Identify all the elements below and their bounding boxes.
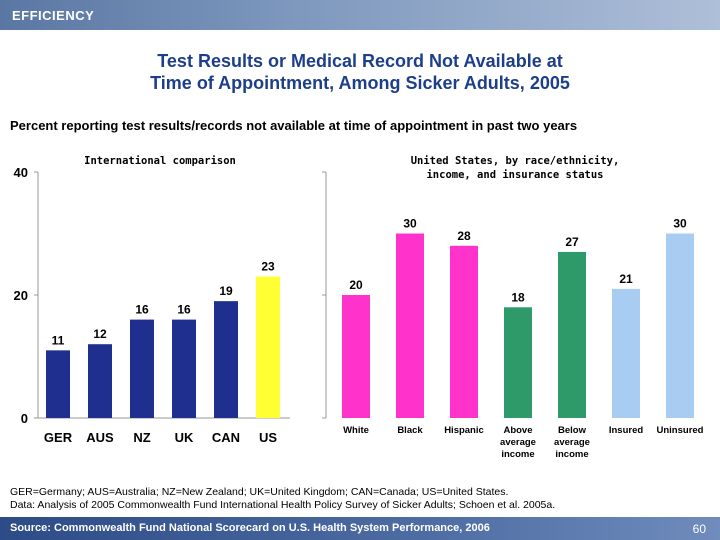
panel2-category-label: Hispanic [444,425,484,436]
panel2-value-label: 30 [673,217,687,231]
panel1-bar [172,319,196,418]
panel1-y-tick-label: 0 [21,411,28,426]
panel2-bar [396,233,424,418]
footer-bar: Source: Commonwealth Fund National Score… [0,517,720,540]
panel1-category-label: GER [44,430,73,445]
page-title-line-1: Test Results or Medical Record Not Avail… [157,51,563,71]
panel2-value-label: 27 [565,235,579,249]
panel2-bar [342,295,370,418]
panel2-value-label: 21 [619,272,633,286]
panel2-value-label: 18 [511,290,525,304]
panel2-bar [450,245,478,418]
panel1-category-label: NZ [133,430,150,445]
panel2-value-label: 20 [349,278,363,292]
panel1-value-label: 16 [135,303,149,317]
panel2-category-label: average [554,437,590,448]
panel1-value-label: 19 [219,284,233,298]
panel1-category-label: US [259,430,277,445]
chart-subtitle: Percent reporting test results/records n… [10,118,578,133]
panel1-value-label: 11 [52,333,65,347]
panel1-category-label: AUS [86,430,114,445]
page-title-line-2: Time of Appointment, Among Sicker Adults… [150,73,570,93]
panel2-category-label: Insured [609,425,644,436]
panel1-bar [88,344,112,418]
panel2-category-label: Below [558,425,587,436]
panel2-value-label: 30 [403,217,417,231]
panel2-category-label: average [500,437,536,448]
panel1-value-label: 16 [177,303,191,317]
panel1-title: International comparison [84,155,236,167]
footer-source: Source: Commonwealth Fund National Score… [10,522,490,534]
panel2-title-line-1: United States, by race/ethnicity, [410,155,620,167]
page-title: Test Results or Medical Record Not Avail… [0,50,720,94]
panel1-bar [130,319,154,418]
panel2-bar [558,251,586,418]
footnotes: GER=Germany; AUS=Australia; NZ=New Zeala… [10,486,555,512]
footnote-abbreviations: GER=Germany; AUS=Australia; NZ=New Zeala… [10,486,509,498]
panel1-category-label: UK [175,430,194,445]
panel2-value-label: 28 [457,229,471,243]
header-bar: EFFICIENCY [0,0,720,30]
panel2-category-label: Uninsured [657,425,704,436]
panel1-bar [256,276,280,418]
panel1-y-tick-label: 40 [14,165,28,180]
panel2-category-label: Above [503,425,532,436]
panel1-bar [214,301,238,418]
panel1-category-label: CAN [212,430,240,445]
panel2-category-label: Black [397,425,423,436]
panel1-bar [46,350,70,418]
panel2-title: United States, by race/ethnicity, income… [390,154,640,182]
panel2-bar [504,307,532,418]
panel2-category-label: income [501,449,534,460]
panel2-category-label: income [555,449,588,460]
panel1-y-tick-label: 20 [14,288,28,303]
page-number: 60 [692,522,706,536]
panel2-bar [612,288,640,418]
section-label: EFFICIENCY [12,8,95,23]
panel2-category-label: White [343,425,369,436]
panel2-title-line-2: income, and insurance status [426,169,604,181]
footnote-data-source: Data: Analysis of 2005 Commonwealth Fund… [10,499,556,511]
panel2-bar [666,233,694,418]
panel1-value-label: 23 [261,260,275,274]
panel1-value-label: 12 [93,327,107,341]
